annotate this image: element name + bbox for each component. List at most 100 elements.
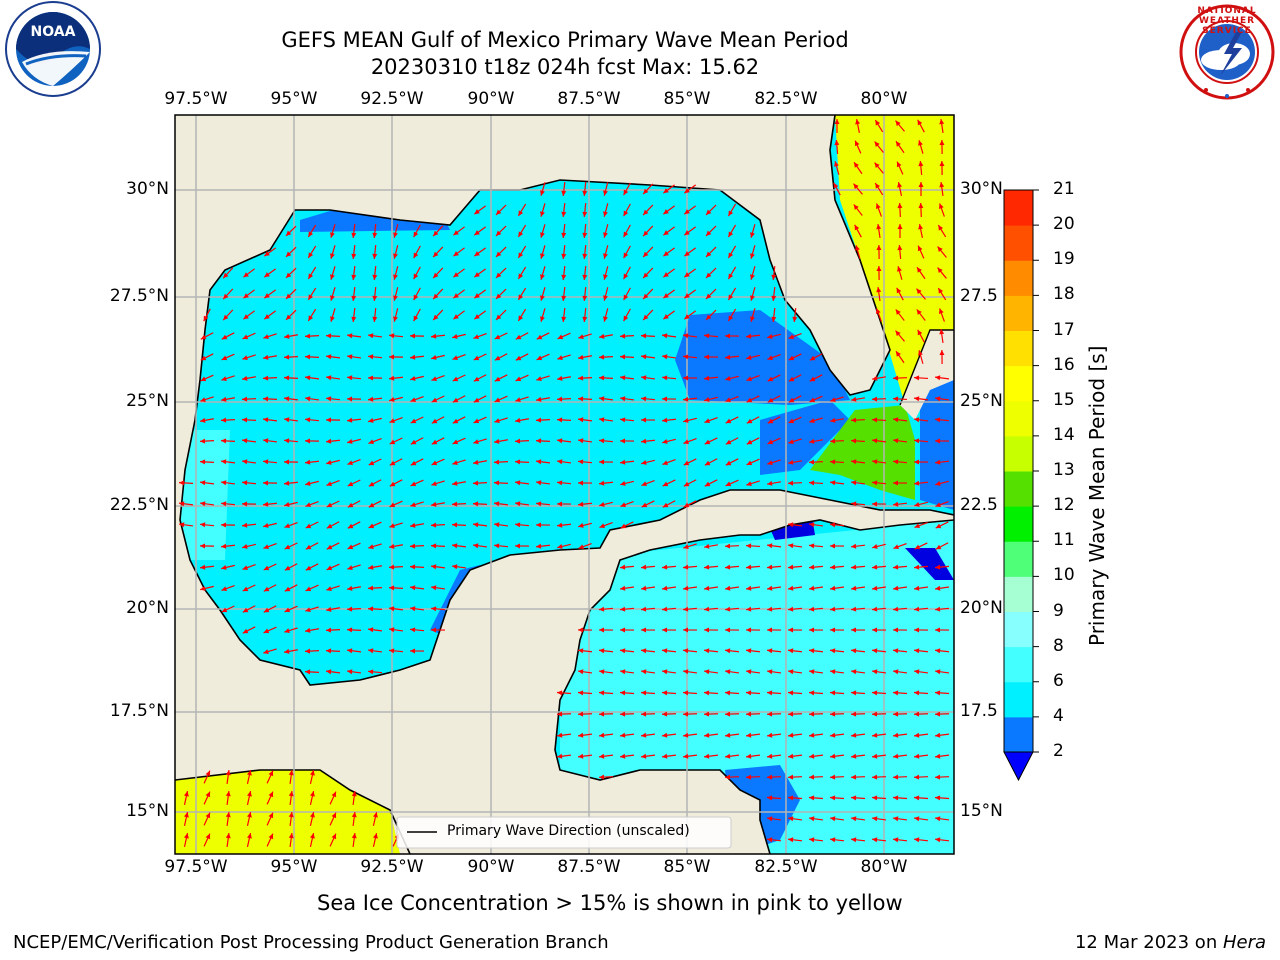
wave-arrow (661, 585, 677, 591)
wave-arrow (410, 458, 424, 466)
wave-arrow (284, 542, 298, 550)
wave-arrow (703, 585, 719, 591)
wave-arrow (241, 417, 257, 423)
wave-arrow (582, 286, 588, 302)
wave-arrow (619, 669, 635, 675)
wave-arrow (750, 308, 756, 322)
wave-arrow (913, 417, 929, 423)
wave-arrow (309, 770, 315, 784)
wave-arrow (393, 266, 399, 280)
atlantic-zone (835, 115, 954, 405)
wave-arrow (325, 354, 341, 360)
wave-arrow (808, 774, 824, 780)
wave-arrow (220, 417, 236, 423)
wave-arrow (766, 669, 782, 675)
florida-tip (900, 330, 954, 420)
wave-arrow (325, 438, 341, 444)
wave-arrow (682, 375, 698, 381)
axis-tick-label: 25°N (126, 391, 169, 411)
wave-arrow (242, 626, 256, 634)
wave-arrow (305, 606, 319, 612)
wave-arrow (787, 753, 803, 759)
wave-arrow (892, 669, 908, 675)
wave-arrow (452, 416, 466, 424)
wave-arrow (246, 791, 252, 805)
wave-arrow (517, 245, 527, 259)
wave-arrow (683, 205, 697, 215)
wave-arrow (683, 184, 697, 194)
axis-tick-label: 17.5 (960, 701, 998, 721)
wave-arrow (935, 521, 949, 529)
wave-arrow (495, 309, 507, 321)
wave-arrow (285, 288, 297, 300)
wave-arrow (792, 307, 798, 323)
wave-arrow (598, 480, 614, 486)
wave-arrow (262, 480, 278, 486)
wave-arrow (409, 648, 425, 654)
axis-tick-label: 85°W (663, 89, 711, 109)
wave-arrow (939, 181, 945, 197)
wave-arrow (766, 753, 782, 759)
wave-arrow (918, 224, 924, 238)
wave-arrow (662, 500, 676, 508)
wave-arrow (892, 732, 908, 738)
wave-arrow (876, 223, 882, 239)
wave-arrow (517, 266, 527, 280)
wave-arrow (284, 522, 298, 529)
wave-arrow (788, 459, 802, 465)
wave-arrow (473, 395, 487, 403)
wave-arrow (727, 245, 737, 259)
wave-arrow (767, 333, 781, 339)
wave-arrow (262, 417, 278, 423)
wave-arrow (304, 417, 320, 423)
wave-arrow (705, 267, 717, 279)
wave-arrow (368, 479, 382, 487)
wave-arrow (661, 396, 677, 402)
wave-arrow (413, 245, 421, 259)
wave-arrow (892, 396, 908, 402)
wave-arrow (556, 522, 572, 528)
wave-arrow (472, 543, 488, 549)
wave-arrow (284, 648, 298, 654)
wave-arrow (766, 795, 782, 801)
wave-arrow (603, 287, 609, 301)
wave-arrow (892, 690, 908, 696)
wave-arrow (221, 396, 235, 402)
wave-arrow (829, 753, 845, 759)
wave-arrow (430, 585, 446, 591)
wave-arrow (871, 711, 887, 717)
wave-arrow (557, 354, 571, 360)
wave-arrow (452, 459, 466, 465)
wave-arrow (766, 585, 782, 591)
wave-arrow (937, 267, 947, 279)
wave-arrow (472, 480, 488, 486)
wave-arrow (577, 753, 593, 759)
wave-arrow (871, 795, 887, 801)
colorbar-tick-label: 10 (1053, 565, 1075, 586)
wave-arrow (934, 438, 950, 444)
wave-arrow (367, 585, 383, 591)
wave-arrow (452, 354, 466, 361)
wave-arrow (598, 627, 614, 633)
wave-arrow (682, 564, 698, 570)
straits-zone (760, 400, 850, 475)
wave-arrow (266, 791, 274, 805)
wave-arrow (661, 354, 677, 360)
wave-arrow (808, 669, 824, 675)
wave-arrow (246, 812, 252, 826)
wave-arrow (705, 309, 717, 321)
wave-arrow (745, 753, 761, 759)
wave-arrow (178, 501, 194, 507)
wave-arrow (661, 669, 677, 675)
wave-arrow (874, 141, 884, 153)
wave-arrow (661, 375, 677, 381)
wave-arrow (451, 501, 467, 507)
wave-arrow (850, 480, 866, 486)
wave-arrow (263, 522, 277, 528)
wave-arrow (871, 459, 887, 465)
wave-arrow (535, 480, 551, 486)
wave-arrow (183, 833, 189, 847)
wave-arrow (896, 161, 904, 175)
wave-arrow (598, 753, 614, 759)
wave-arrow (368, 500, 382, 508)
